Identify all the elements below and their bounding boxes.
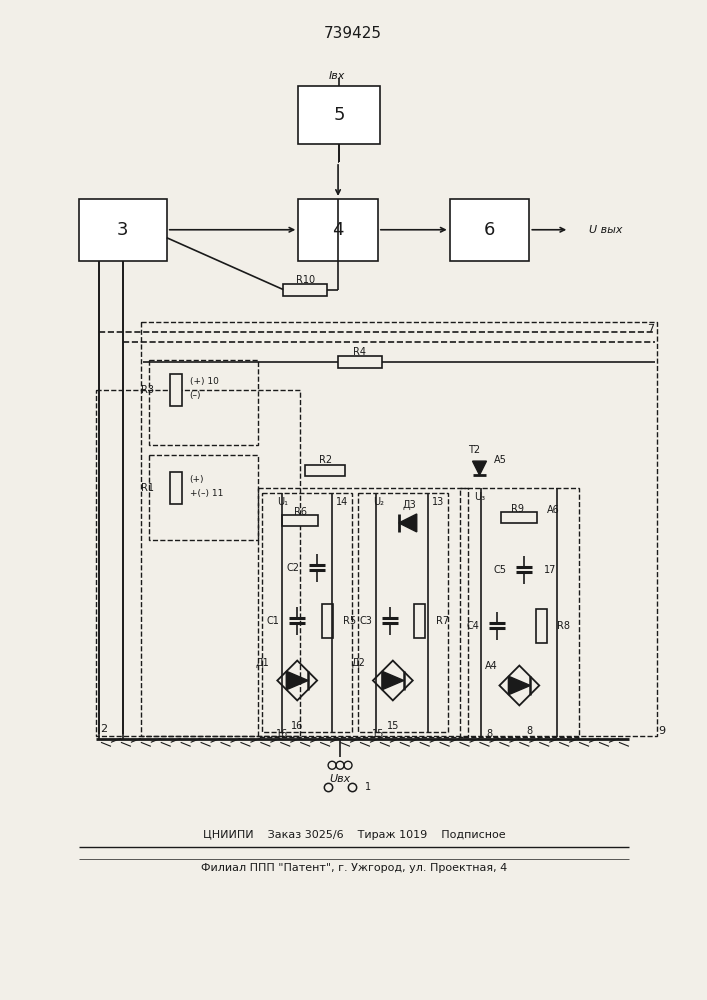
Text: 8: 8 bbox=[486, 729, 493, 739]
Text: А4: А4 bbox=[485, 661, 498, 671]
Text: Филиал ППП "Патент", г. Ужгород, ул. Проектная, 4: Филиал ППП "Патент", г. Ужгород, ул. Про… bbox=[201, 863, 507, 873]
Text: R3: R3 bbox=[141, 385, 154, 395]
Text: Д2: Д2 bbox=[351, 658, 365, 668]
Text: 17: 17 bbox=[544, 565, 556, 575]
Text: 9: 9 bbox=[658, 726, 665, 736]
Bar bbox=[258, 488, 467, 737]
Polygon shape bbox=[508, 676, 530, 695]
Polygon shape bbox=[399, 514, 416, 532]
Text: ЦНИИПИ    Заказ 3025/6    Тираж 1019    Подписное: ЦНИИПИ Заказ 3025/6 Тираж 1019 Подписное bbox=[203, 830, 506, 840]
Bar bbox=[338, 356, 382, 368]
Bar bbox=[282, 515, 318, 526]
Polygon shape bbox=[286, 671, 308, 690]
Bar bbox=[148, 360, 258, 445]
Text: +(–) 11: +(–) 11 bbox=[189, 489, 223, 498]
Text: R1: R1 bbox=[141, 483, 154, 493]
Text: R6: R6 bbox=[293, 507, 307, 517]
Bar bbox=[501, 512, 537, 523]
Polygon shape bbox=[472, 461, 486, 475]
Bar bbox=[298, 86, 380, 144]
Text: 2: 2 bbox=[100, 724, 107, 734]
Text: 7: 7 bbox=[647, 324, 654, 334]
Bar bbox=[322, 604, 332, 638]
Text: 15: 15 bbox=[372, 729, 384, 739]
Polygon shape bbox=[382, 671, 404, 690]
Text: C1: C1 bbox=[267, 616, 279, 626]
Text: U₂: U₂ bbox=[373, 497, 384, 507]
Text: 13: 13 bbox=[431, 497, 444, 507]
Text: C4: C4 bbox=[467, 621, 479, 631]
Text: Uвх: Uвх bbox=[329, 774, 351, 784]
Text: U вых: U вых bbox=[589, 225, 623, 235]
Text: 6: 6 bbox=[484, 221, 495, 239]
Text: 14: 14 bbox=[336, 497, 348, 507]
Text: U₁: U₁ bbox=[277, 497, 288, 507]
Text: C3: C3 bbox=[359, 616, 372, 626]
Text: R7: R7 bbox=[436, 616, 449, 626]
Bar bbox=[460, 488, 579, 737]
Bar bbox=[96, 390, 300, 736]
Bar bbox=[141, 322, 657, 736]
Text: U₃: U₃ bbox=[474, 492, 486, 502]
Text: (–): (–) bbox=[189, 391, 201, 400]
Bar bbox=[148, 455, 258, 540]
Text: (+): (+) bbox=[189, 475, 204, 484]
Text: Д1: Д1 bbox=[256, 658, 269, 668]
Bar bbox=[284, 284, 327, 296]
Bar bbox=[79, 199, 167, 261]
Text: 1: 1 bbox=[365, 782, 371, 792]
Text: R5: R5 bbox=[343, 616, 356, 626]
Bar bbox=[536, 609, 547, 643]
Text: 15: 15 bbox=[387, 721, 399, 731]
Text: (+) 10: (+) 10 bbox=[189, 377, 218, 386]
Text: A5: A5 bbox=[493, 455, 506, 465]
Text: 5: 5 bbox=[333, 106, 345, 124]
Text: R10: R10 bbox=[296, 275, 315, 285]
Text: R4: R4 bbox=[354, 347, 366, 357]
Text: R2: R2 bbox=[319, 455, 332, 465]
Text: 4: 4 bbox=[332, 221, 344, 239]
Bar bbox=[450, 199, 530, 261]
Text: 16: 16 bbox=[291, 721, 303, 731]
Bar bbox=[170, 472, 182, 504]
Bar bbox=[305, 465, 345, 476]
Text: Д3: Д3 bbox=[403, 500, 416, 510]
Bar bbox=[170, 374, 182, 406]
Text: 3: 3 bbox=[117, 221, 129, 239]
Text: Iвх: Iвх bbox=[329, 71, 345, 81]
Text: C2: C2 bbox=[286, 563, 299, 573]
Text: A6: A6 bbox=[547, 505, 560, 515]
Text: R8: R8 bbox=[557, 621, 571, 631]
Bar bbox=[414, 604, 425, 638]
Text: 739425: 739425 bbox=[324, 26, 382, 41]
Text: 8: 8 bbox=[526, 726, 532, 736]
Bar bbox=[358, 493, 448, 732]
Bar bbox=[298, 199, 378, 261]
Text: T2: T2 bbox=[469, 445, 481, 455]
Text: R9: R9 bbox=[511, 504, 524, 514]
Text: C5: C5 bbox=[493, 565, 506, 575]
Text: 16: 16 bbox=[276, 729, 288, 739]
Bar bbox=[262, 493, 352, 732]
